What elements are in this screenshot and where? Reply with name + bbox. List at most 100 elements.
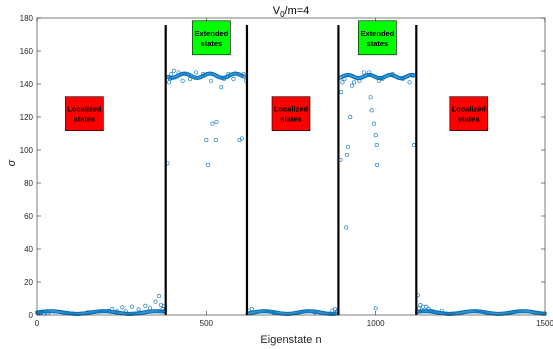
data-point xyxy=(206,162,211,167)
chart-title-rest: /m=4 xyxy=(285,5,310,17)
region-label: states xyxy=(458,115,480,124)
region-label: Localized xyxy=(67,105,102,114)
region-label: states xyxy=(367,39,389,48)
data-point xyxy=(439,308,444,313)
data-point xyxy=(180,78,185,83)
data-point xyxy=(361,70,366,75)
region-label: states xyxy=(201,39,223,48)
data-point xyxy=(41,311,46,316)
chart-title-subscript: 0 xyxy=(280,10,285,19)
data-point xyxy=(249,307,254,312)
data-point xyxy=(400,77,405,82)
data-point xyxy=(171,68,176,73)
data-point xyxy=(366,70,371,75)
axes: 0 500 1000 1500 0 20 40 60 80 100 120 140 160 180 xyxy=(20,14,553,328)
x-tick-label: 1000 xyxy=(367,319,385,328)
data-point xyxy=(374,143,379,148)
y-tick-label: 80 xyxy=(24,179,33,188)
data-point xyxy=(219,85,224,90)
y-tick-label: 0 xyxy=(29,311,34,320)
data-point xyxy=(176,70,181,75)
data-point xyxy=(85,310,90,315)
data-point xyxy=(106,309,111,314)
data-point xyxy=(123,309,128,314)
data-point xyxy=(158,302,163,307)
data-point xyxy=(424,304,429,309)
data-point xyxy=(231,77,236,82)
data-point xyxy=(428,308,433,313)
data-point xyxy=(114,309,119,314)
data-point xyxy=(369,108,374,113)
data-point xyxy=(377,78,382,83)
data-point xyxy=(344,225,349,230)
region-label: Extended xyxy=(195,29,229,38)
data-point xyxy=(226,72,231,77)
data-point xyxy=(204,138,209,143)
data-point xyxy=(156,294,161,299)
region-label: Localized xyxy=(452,105,487,114)
data-point xyxy=(390,72,395,77)
data-point xyxy=(188,77,193,82)
data-point xyxy=(129,304,134,309)
data-point xyxy=(168,77,173,82)
region-labels: LocalizedstatesExtendedstatesLocalizedst… xyxy=(65,20,489,131)
data-point xyxy=(200,72,205,77)
data-point xyxy=(380,77,385,82)
data-point xyxy=(214,119,219,124)
region-box xyxy=(65,96,104,131)
data-point xyxy=(136,307,141,312)
data-point xyxy=(210,121,215,126)
region-box xyxy=(449,96,489,131)
y-axis-label: σ xyxy=(6,159,18,166)
data-point xyxy=(209,78,214,83)
y-tick-label: 40 xyxy=(24,245,33,254)
data-point xyxy=(143,303,148,308)
y-tick-label: 60 xyxy=(24,212,33,221)
data-point xyxy=(120,305,125,310)
x-axis-label: Eigenstate n xyxy=(260,334,321,346)
region-label: states xyxy=(280,115,302,124)
axes-box xyxy=(36,17,546,316)
chart-title: V0/m=4 xyxy=(273,5,310,19)
y-tick-label: 20 xyxy=(24,278,33,287)
data-point xyxy=(368,95,373,100)
data-point xyxy=(110,307,115,312)
data-point xyxy=(351,80,356,85)
y-tick-label: 120 xyxy=(20,113,34,122)
y-tick-label: 100 xyxy=(20,146,34,155)
data-point xyxy=(39,310,44,315)
data-point xyxy=(148,306,153,311)
y-tick-label: 180 xyxy=(20,14,34,23)
data-point xyxy=(333,307,338,312)
data-point xyxy=(194,70,199,75)
region-box xyxy=(358,20,397,56)
data-point xyxy=(241,72,246,77)
data-point xyxy=(357,78,362,83)
data-point xyxy=(253,310,258,315)
data-point xyxy=(349,83,354,88)
data-point xyxy=(373,306,378,311)
data-point xyxy=(371,121,376,126)
x-tick-label: 1500 xyxy=(536,319,553,328)
region-box xyxy=(271,96,311,131)
data-point xyxy=(221,77,226,82)
band-point xyxy=(241,74,246,79)
y-tick-label: 140 xyxy=(20,80,34,89)
data-point xyxy=(375,162,380,167)
data-point xyxy=(345,144,350,149)
data-point xyxy=(153,299,158,304)
data-point xyxy=(213,138,218,143)
data-point xyxy=(169,72,174,77)
data-point xyxy=(312,310,317,315)
data-point xyxy=(340,80,345,85)
data-point xyxy=(345,152,350,157)
data-point xyxy=(239,136,244,141)
y-tick-label: 160 xyxy=(20,47,34,56)
region-label: Localized xyxy=(274,105,309,114)
region-box xyxy=(192,20,231,56)
x-tick-label: 500 xyxy=(200,319,214,328)
data-point xyxy=(407,80,412,85)
region-label: Extended xyxy=(361,29,395,38)
data-point xyxy=(348,115,353,120)
